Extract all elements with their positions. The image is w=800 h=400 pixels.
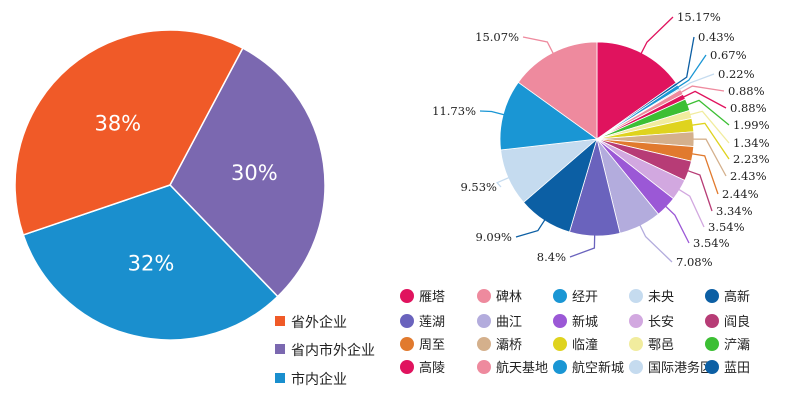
pie2-leader-17 (515, 218, 547, 238)
pie2-label-7: 1.99% (733, 118, 770, 132)
legend2-label-长安: 长安 (648, 315, 674, 330)
pie2-label-10: 2.43% (730, 169, 767, 183)
pie2-label-18: 9.53% (460, 180, 497, 194)
legend2-swatch-航天基地 (477, 360, 491, 374)
legend2-swatch-雁塔 (400, 289, 414, 303)
legend2-label-新城: 新城 (572, 314, 598, 330)
legend2-label-阎良: 阎良 (724, 314, 750, 330)
pie2-leader-16 (569, 233, 596, 258)
pie2-label-9: 2.23% (733, 152, 770, 166)
legend1-label-省内市外企业: 省内市外企业 (291, 342, 375, 359)
legend2-swatch-长安 (629, 314, 643, 328)
pie2-label-16: 8.4% (537, 250, 566, 264)
pie2-label-4: 0.22% (718, 67, 755, 81)
pie2-leader-12 (686, 169, 713, 212)
pie2-leader-5 (679, 85, 725, 94)
legend2-swatch-临潼 (553, 337, 567, 351)
pie2-leader-13 (677, 188, 705, 228)
pie2-leader-19 (479, 110, 506, 116)
pie2-leader-1 (640, 16, 674, 55)
legend2-swatch-经开 (553, 289, 567, 303)
legend2-label-莲湖: 莲湖 (419, 315, 445, 330)
legend2-swatch-航空新城 (553, 360, 567, 374)
pie2-label-15: 7.08% (676, 255, 713, 269)
legend2-label-高陵: 高陵 (419, 360, 445, 376)
pie1-label-省内市外企业: 30% (231, 161, 278, 185)
pie2-leader-8 (688, 110, 730, 144)
pie-chart-enterprise-source: 30% 32% 38% (14, 29, 326, 341)
pie2-leader-14 (664, 205, 690, 244)
legend2-swatch-高陵 (400, 360, 414, 374)
pie2-leader-6 (682, 90, 727, 109)
legend2-label-航天基地: 航天基地 (496, 360, 548, 376)
pie2-leader-11 (690, 152, 719, 195)
pie2-label-14: 3.54% (693, 236, 730, 250)
legend2-swatch-灞桥 (477, 337, 491, 351)
legend1-swatch-省内市外企业 (275, 344, 285, 354)
pie1-label-市内企业: 32% (128, 251, 175, 275)
legend2-swatch-曲江 (477, 314, 491, 328)
legend2-label-经开: 经开 (572, 290, 598, 305)
pie2-leader-20 (522, 36, 555, 55)
legend2-label-未央: 未央 (648, 290, 674, 305)
legend2-swatch-蓝田 (705, 360, 719, 374)
legend2-label-雁塔: 雁塔 (419, 290, 445, 305)
legend1-swatch-市内企业 (275, 373, 285, 383)
pie1-label-省外企业: 38% (94, 112, 141, 136)
legend2-label-鄠邑: 鄠邑 (648, 338, 674, 353)
legend2-swatch-浐灞 (705, 337, 719, 351)
pie2-label-5: 0.88% (728, 84, 765, 98)
legend2-swatch-高新 (705, 289, 719, 303)
pie2-leader-3 (676, 54, 707, 89)
pie2-leader-10 (691, 138, 727, 177)
legend2-label-航空新城: 航空新城 (572, 360, 624, 376)
legend2-label-高新: 高新 (724, 289, 750, 305)
pie2-label-11: 2.44% (722, 187, 759, 201)
legend2-label-国际港务区: 国际港务区 (648, 360, 713, 376)
pie1-slice-市内企业 (22, 184, 279, 341)
legend1-label-省外企业: 省外企业 (291, 314, 347, 331)
legend1-swatch-省外企业 (275, 316, 285, 326)
pie2-label-8: 1.34% (733, 136, 770, 150)
pie2-label-17: 9.09% (475, 230, 512, 244)
pie2-label-13: 3.54% (708, 220, 745, 234)
pie2-label-1: 15.17% (677, 10, 721, 24)
legend2-label-浐灞: 浐灞 (724, 338, 750, 353)
pie2-label-3: 0.67% (710, 48, 747, 62)
legend2-swatch-国际港务区 (629, 360, 643, 374)
legend2-label-周至: 周至 (419, 338, 445, 353)
pie2-label-20: 15.07% (475, 30, 519, 44)
pie2-leader-2 (674, 36, 695, 86)
pie1-slice-省内市外企业 (169, 47, 326, 298)
legend2-swatch-碑林 (477, 289, 491, 303)
legend2-label-灞桥: 灞桥 (496, 338, 522, 353)
legend2-label-碑林: 碑林 (496, 289, 522, 305)
pie2-label-19: 11.73% (432, 104, 476, 118)
legend2-label-临潼: 临潼 (572, 337, 598, 353)
pie2-leader-7 (685, 99, 730, 126)
legend2-label-曲江: 曲江 (496, 315, 522, 330)
legend2-swatch-莲湖 (400, 314, 414, 328)
pie-chart-district-share: 15.17% 0.43% 0.67% 0.22% 0.88% 0.88% 1.99% 1.34… (432, 10, 769, 269)
legend1-label-市内企业: 市内企业 (291, 371, 347, 388)
legend2-swatch-周至 (400, 337, 414, 351)
legend2-swatch-鄠邑 (629, 337, 643, 351)
pie2-leader-18 (496, 176, 511, 188)
pie1-slice-省外企业 (14, 29, 244, 236)
pie2-label-2: 0.43% (698, 30, 735, 44)
legend2-swatch-未央 (629, 289, 643, 303)
legend2-label-蓝田: 蓝田 (724, 361, 750, 376)
pie2-label-6: 0.88% (730, 101, 767, 115)
legend2-swatch-阎良 (705, 314, 719, 328)
pie2-leader-9 (690, 122, 730, 160)
pie2-leader-15 (638, 223, 673, 263)
pie2-leader-4 (678, 73, 715, 91)
legend2-swatch-新城 (553, 314, 567, 328)
pie2-label-12: 3.34% (716, 204, 753, 218)
